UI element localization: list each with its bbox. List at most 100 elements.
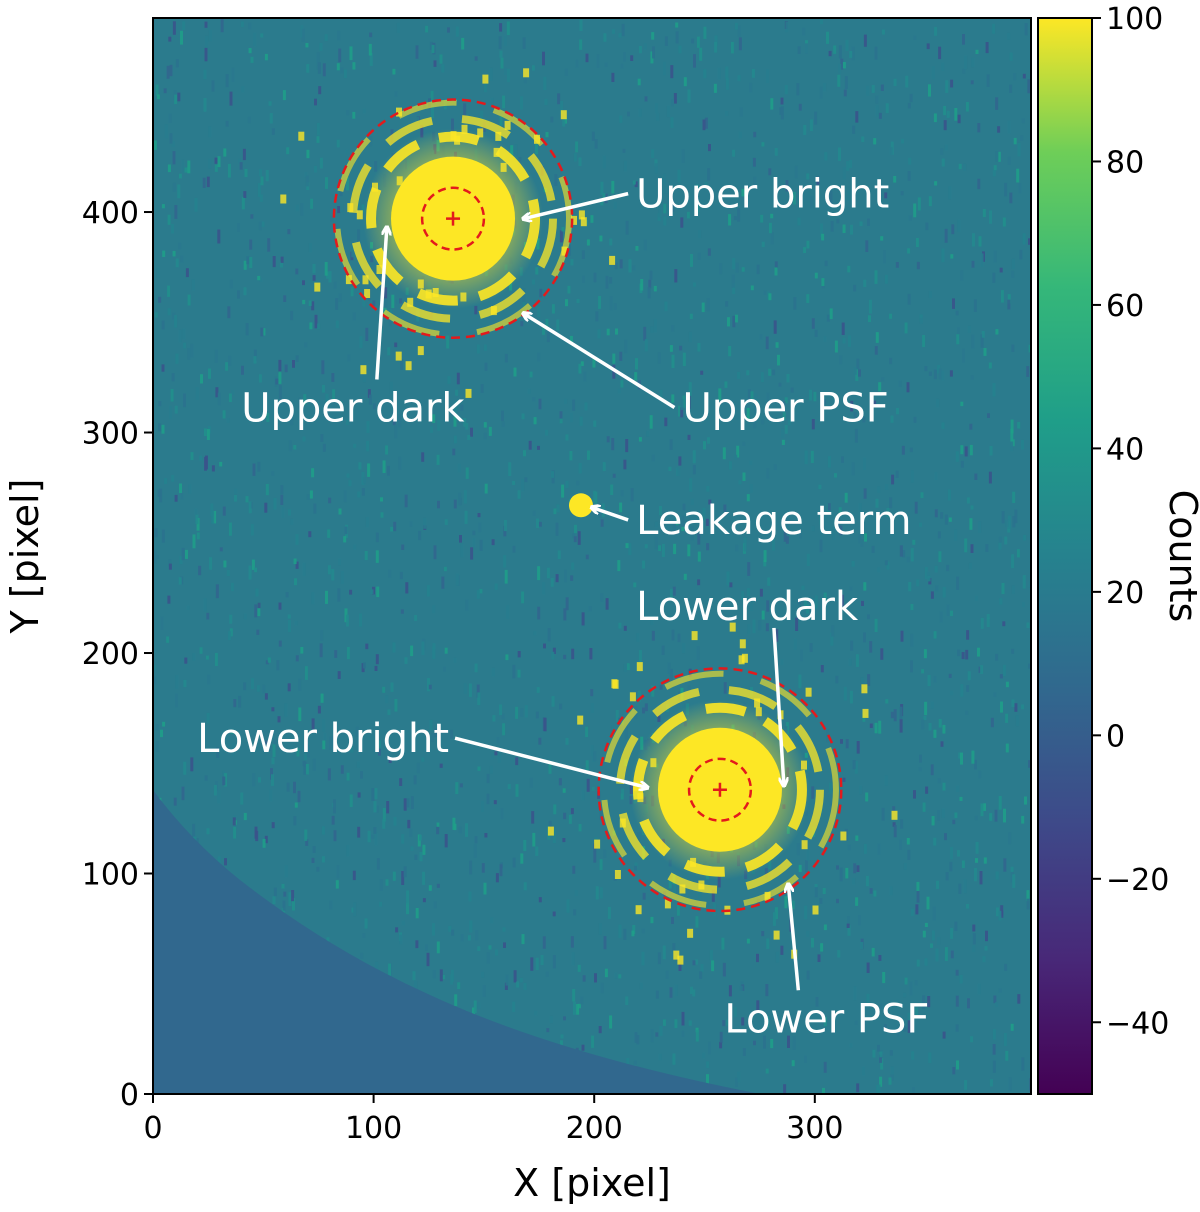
noise-speckle	[349, 589, 353, 595]
noise-speckle	[556, 319, 560, 331]
noise-speckle	[365, 643, 369, 650]
noise-speckle	[786, 374, 790, 383]
noise-speckle	[863, 34, 867, 47]
noise-speckle	[964, 538, 968, 553]
noise-speckle	[836, 898, 839, 904]
upper-psf-speckle	[345, 275, 352, 285]
noise-speckle	[696, 36, 700, 48]
noise-speckle	[406, 902, 409, 915]
noise-speckle	[171, 224, 174, 234]
noise-speckle	[908, 582, 912, 592]
noise-speckle	[697, 343, 701, 352]
noise-speckle	[214, 349, 218, 363]
noise-speckle	[346, 646, 350, 660]
noise-speckle	[852, 760, 856, 770]
noise-speckle	[682, 352, 686, 367]
noise-speckle	[1011, 585, 1015, 594]
noise-speckle	[306, 745, 310, 758]
noise-speckle	[359, 336, 363, 348]
noise-speckle	[1026, 890, 1030, 902]
noise-speckle	[531, 65, 535, 71]
noise-speckle	[594, 973, 597, 983]
noise-speckle	[231, 67, 235, 82]
noise-speckle	[670, 588, 673, 600]
noise-speckle	[305, 175, 309, 187]
noise-speckle	[968, 562, 972, 570]
noise-speckle	[600, 519, 604, 527]
noise-speckle	[910, 660, 913, 673]
noise-speckle	[421, 641, 425, 655]
noise-speckle	[914, 501, 918, 514]
noise-speckle	[160, 616, 164, 630]
noise-speckle	[365, 327, 369, 341]
noise-speckle	[875, 498, 879, 508]
noise-speckle	[766, 938, 770, 949]
noise-speckle	[294, 802, 298, 808]
noise-speckle	[379, 901, 383, 907]
noise-speckle	[829, 308, 833, 320]
noise-speckle	[1028, 663, 1031, 669]
noise-speckle	[960, 460, 964, 468]
noise-speckle	[906, 382, 910, 393]
noise-speckle	[805, 860, 808, 872]
noise-speckle	[811, 525, 815, 532]
noise-speckle	[950, 927, 954, 939]
noise-speckle	[837, 517, 841, 529]
noise-speckle	[546, 331, 550, 343]
leakage-spot	[568, 493, 593, 518]
noise-speckle	[361, 204, 365, 213]
noise-speckle	[770, 232, 774, 245]
lower-psf-speckle	[636, 662, 643, 672]
noise-speckle	[243, 812, 247, 821]
noise-speckle	[850, 400, 854, 412]
noise-speckle	[184, 167, 188, 173]
noise-speckle	[280, 494, 284, 505]
noise-speckle	[548, 763, 552, 774]
noise-speckle	[302, 299, 306, 305]
noise-speckle	[600, 199, 604, 206]
noise-speckle	[558, 778, 562, 786]
noise-speckle	[479, 539, 483, 551]
noise-speckle	[369, 32, 373, 38]
noise-speckle	[885, 103, 889, 114]
noise-speckle	[193, 836, 197, 841]
colorbar-tick-label: 60	[1106, 289, 1144, 324]
upper-psf-speckle	[405, 361, 412, 371]
noise-speckle	[958, 163, 962, 170]
noise-speckle	[153, 140, 157, 150]
noise-speckle	[429, 41, 433, 50]
noise-speckle	[382, 460, 386, 473]
noise-speckle	[425, 25, 429, 33]
noise-speckle	[944, 144, 948, 151]
noise-speckle	[846, 923, 850, 928]
noise-speckle	[422, 898, 426, 903]
noise-speckle	[410, 645, 414, 657]
noise-speckle	[692, 989, 696, 997]
noise-speckle	[154, 312, 158, 318]
noise-speckle	[339, 401, 343, 407]
noise-speckle	[974, 473, 978, 480]
noise-speckle	[563, 812, 567, 820]
noise-speckle	[321, 856, 325, 863]
noise-speckle	[155, 741, 159, 752]
noise-speckle	[964, 1080, 968, 1090]
noise-speckle	[620, 793, 624, 800]
noise-speckle	[512, 857, 516, 868]
noise-speckle	[747, 562, 751, 576]
noise-speckle	[578, 157, 582, 166]
noise-speckle	[791, 1060, 795, 1067]
noise-speckle	[938, 46, 942, 60]
noise-speckle	[243, 260, 247, 270]
noise-speckle	[322, 443, 326, 452]
noise-speckle	[267, 238, 271, 252]
noise-speckle	[877, 1084, 881, 1094]
noise-speckle	[775, 907, 778, 919]
noise-speckle	[178, 577, 182, 585]
noise-speckle	[688, 382, 692, 396]
noise-speckle	[955, 451, 959, 462]
noise-speckle	[174, 205, 178, 219]
noise-speckle	[191, 279, 195, 291]
noise-speckle	[416, 762, 420, 774]
noise-speckle	[257, 461, 261, 472]
noise-speckle	[1022, 575, 1026, 589]
